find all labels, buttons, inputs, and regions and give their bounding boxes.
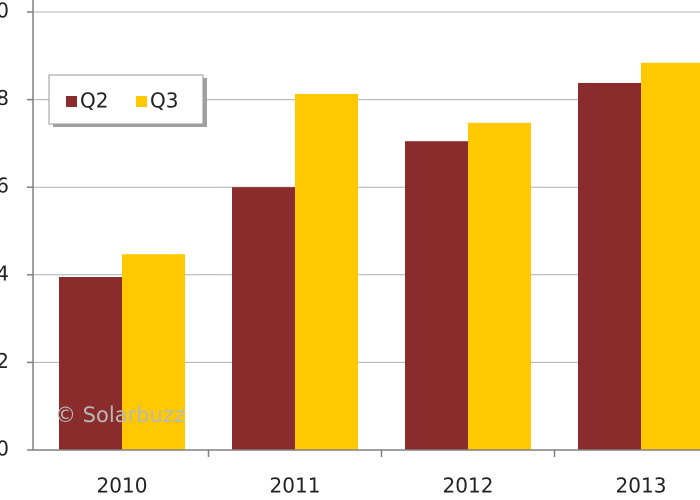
bar [641,62,700,451]
x-tick-label: 2010 [97,474,148,498]
bar [578,82,641,451]
legend-swatch [136,96,147,107]
bar [122,254,185,450]
legend-label: Q3 [150,89,178,113]
y-tick-label: 8 [0,86,9,110]
legend-swatch [66,96,77,107]
y-tick-label: 2 [0,349,9,373]
bar [295,93,358,450]
y-tick-label: 10 [0,0,9,23]
bar [232,187,295,450]
x-tick-label: 2013 [616,474,667,498]
x-tick-label: 2012 [443,474,494,498]
y-tick-label: 6 [0,174,9,198]
y-tick-label: 0 [0,437,9,461]
legend-label: Q2 [80,89,108,113]
x-tick-label: 2011 [270,474,321,498]
watermark: © Solarbuzz [55,403,185,427]
y-tick-label: 4 [0,261,9,285]
bar [468,122,531,451]
bar [59,276,122,450]
legend: Q2 Q3 [48,74,207,127]
bar [405,141,468,450]
